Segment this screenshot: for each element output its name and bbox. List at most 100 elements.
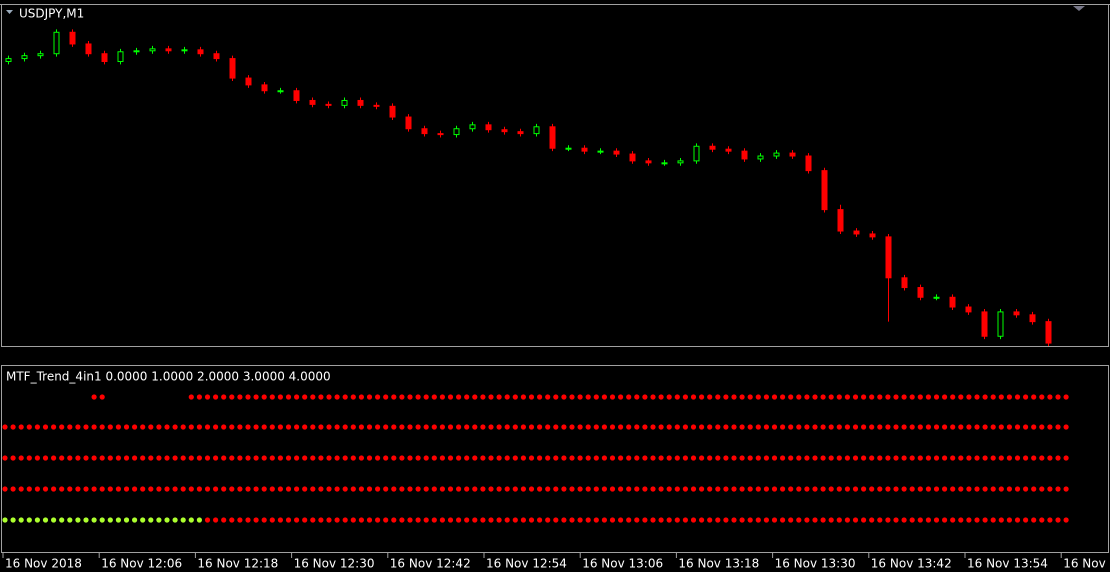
trend-dot xyxy=(950,517,956,523)
time-label: 16 Nov 13:54 xyxy=(967,557,1048,571)
trend-dot xyxy=(188,517,194,523)
trend-dot xyxy=(148,486,154,492)
trend-dot xyxy=(828,455,834,461)
trend-dot xyxy=(488,517,494,523)
trend-dot xyxy=(464,486,470,492)
trend-dot xyxy=(626,517,632,523)
collapse-arrow[interactable] xyxy=(6,10,13,14)
trend-dot xyxy=(861,517,867,523)
trend-dot xyxy=(626,486,632,492)
trend-dot xyxy=(909,455,915,461)
trend-dot xyxy=(358,517,364,523)
trend-dot xyxy=(464,455,470,461)
trend-dot xyxy=(1047,394,1053,400)
trend-dot xyxy=(75,424,81,430)
trend-dot xyxy=(812,424,818,430)
candle-body xyxy=(1029,314,1036,323)
trend-dot xyxy=(366,455,373,461)
trend-dot xyxy=(780,424,786,430)
trend-dot xyxy=(439,424,445,430)
trend-dot xyxy=(180,486,186,492)
trend-dot xyxy=(1047,455,1053,461)
trend-dot xyxy=(852,517,859,523)
trend-dot xyxy=(869,394,875,400)
trend-dot xyxy=(788,394,794,400)
trend-dot xyxy=(512,517,518,523)
trend-dot xyxy=(909,424,915,430)
candle-body xyxy=(437,133,444,136)
trend-dot xyxy=(447,486,454,492)
trend-dot xyxy=(310,455,316,461)
scroll-marker[interactable] xyxy=(1073,6,1085,11)
trend-dot xyxy=(877,486,883,492)
main-frame xyxy=(1,4,1109,347)
trend-dot xyxy=(723,455,729,461)
trend-dot xyxy=(998,424,1004,430)
trend-dot xyxy=(682,394,689,400)
trend-dot xyxy=(998,517,1004,523)
trend-dot xyxy=(277,455,283,461)
trend-dot xyxy=(771,394,778,400)
trend-dot xyxy=(561,424,567,430)
trend-dot xyxy=(796,517,802,523)
trend-dot xyxy=(755,517,761,523)
indicator-dots xyxy=(2,394,1069,523)
trend-dot xyxy=(917,424,923,430)
trend-dot xyxy=(528,424,535,430)
trend-dot xyxy=(585,394,591,400)
trend-dot xyxy=(383,455,389,461)
candle-body xyxy=(501,129,508,133)
trend-dot xyxy=(204,455,211,461)
candle-body xyxy=(469,124,476,130)
trend-dot xyxy=(553,455,559,461)
trend-dot xyxy=(755,394,761,400)
trend-dot xyxy=(674,455,680,461)
trend-dot xyxy=(739,394,745,400)
trend-dot xyxy=(561,455,567,461)
trend-dot xyxy=(342,424,348,430)
candle-body xyxy=(837,209,844,232)
trend-dot xyxy=(877,517,883,523)
candle-body xyxy=(613,150,620,155)
trend-dot xyxy=(877,455,883,461)
trend-dot xyxy=(42,455,49,461)
trend-dot xyxy=(861,455,867,461)
trend-dot xyxy=(504,486,510,492)
trend-dot xyxy=(1023,517,1029,523)
trend-dot xyxy=(844,517,851,523)
trend-dot xyxy=(334,394,340,400)
trend-dot xyxy=(1031,517,1037,523)
trend-dot xyxy=(966,424,972,430)
trend-dot xyxy=(715,394,721,400)
trend-dot xyxy=(682,424,689,430)
trend-dot xyxy=(204,394,211,400)
trend-dot xyxy=(431,486,437,492)
candle-body xyxy=(597,150,604,153)
trend-dot xyxy=(666,486,672,492)
trend-dot xyxy=(893,394,899,400)
trend-dot xyxy=(561,394,567,400)
trend-dot xyxy=(350,424,356,430)
candle-body xyxy=(869,233,876,238)
candle-body xyxy=(117,51,124,63)
trend-dot xyxy=(140,424,146,430)
trend-dot xyxy=(512,424,518,430)
trend-dot xyxy=(164,424,170,430)
trend-dot xyxy=(366,424,373,430)
trend-dot xyxy=(277,517,283,523)
trend-dot xyxy=(399,486,405,492)
trend-dot xyxy=(982,517,988,523)
candle-body xyxy=(421,128,428,135)
trend-dot xyxy=(1055,394,1061,400)
trend-dot xyxy=(812,517,818,523)
indicator-frame xyxy=(1,365,1109,553)
trend-dot xyxy=(796,424,802,430)
trend-dot xyxy=(472,517,478,523)
trend-dot xyxy=(229,486,235,492)
trend-dot xyxy=(869,455,875,461)
trend-dot xyxy=(350,455,356,461)
trend-dot xyxy=(958,517,964,523)
trend-dot xyxy=(423,424,429,430)
trend-dot xyxy=(917,486,923,492)
trend-dot xyxy=(788,486,794,492)
